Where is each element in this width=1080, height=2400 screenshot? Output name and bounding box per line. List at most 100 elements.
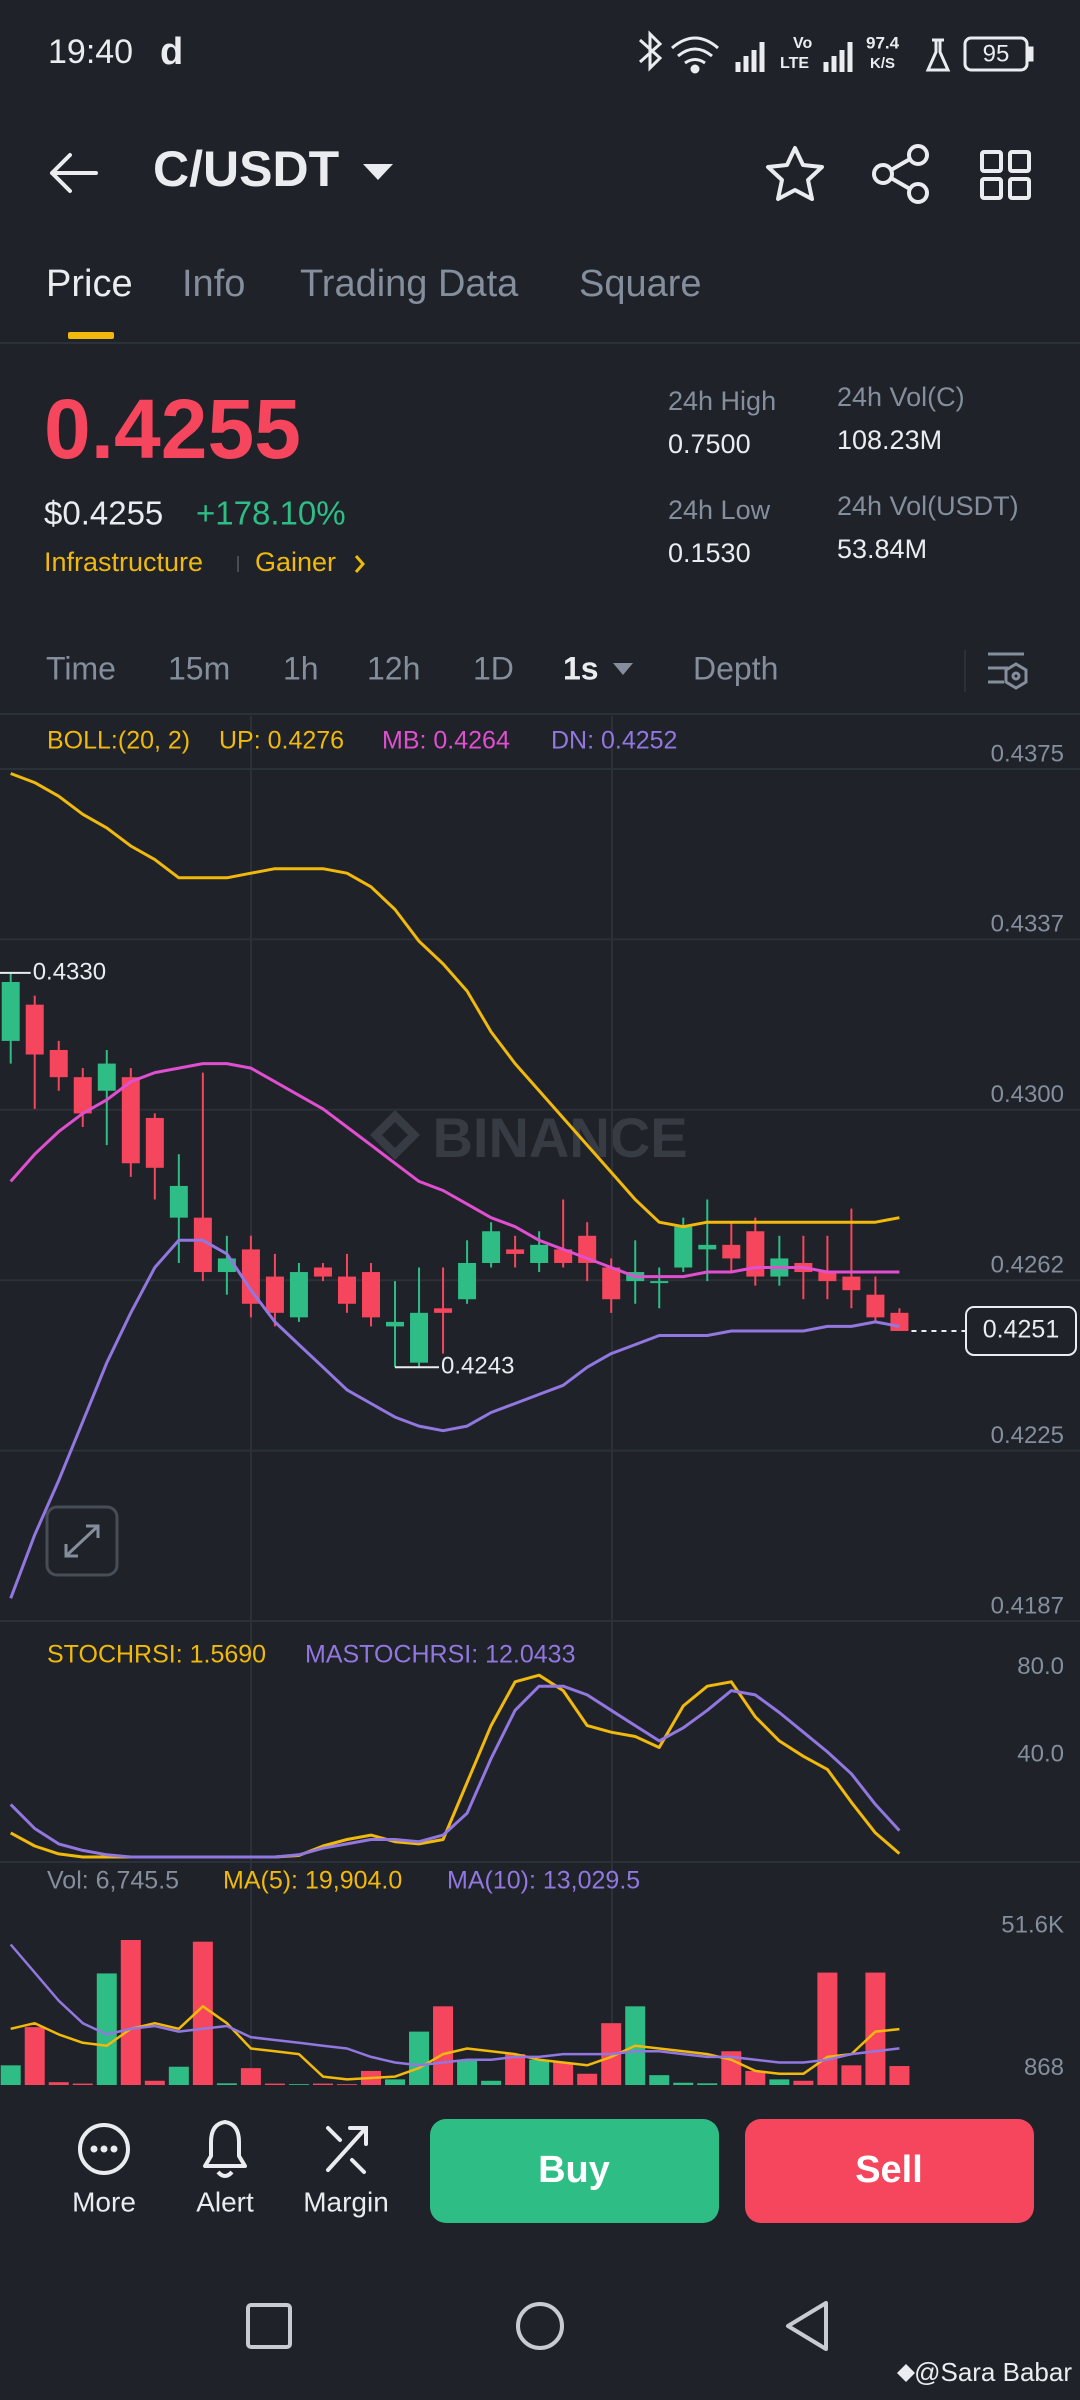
nav-recents[interactable] — [246, 2303, 292, 2349]
pair-dropdown-caret[interactable] — [363, 164, 393, 180]
candle-body — [554, 1249, 573, 1263]
volume-bar — [769, 2079, 790, 2085]
candle-body — [866, 1294, 885, 1318]
y-tick-label: 51.6K — [1001, 1911, 1064, 1938]
interval[interactable]: Time — [46, 650, 116, 686]
volume-bar — [120, 1940, 141, 2085]
credit: @Sara Babar — [914, 2357, 1072, 2387]
layout-button-part[interactable] — [980, 177, 1003, 200]
tab[interactable]: Info — [182, 263, 245, 305]
tab[interactable]: Trading Data — [300, 263, 519, 305]
candle-body — [313, 1267, 332, 1277]
favorite-button-part[interactable] — [766, 146, 824, 201]
margin-button[interactable]: Margin — [303, 2126, 389, 2217]
interval[interactable]: 12h — [367, 650, 420, 686]
nav-back[interactable] — [786, 2301, 828, 2351]
status-icons-part — [823, 42, 853, 72]
layout-button-part[interactable] — [980, 150, 1003, 173]
more-icon[interactable] — [110, 2145, 118, 2153]
interval[interactable]: Depth — [693, 650, 778, 686]
share-button-part[interactable] — [907, 144, 929, 166]
status-icons-part — [735, 42, 765, 72]
indicator-line — [10, 772, 900, 1229]
status-icons-part — [671, 36, 719, 65]
pair-selector[interactable]: C/USDT — [153, 141, 339, 197]
alert-button[interactable]: Alert — [196, 2120, 254, 2217]
layout-button-part[interactable] — [1008, 177, 1031, 200]
tag[interactable]: Gainer — [255, 547, 336, 577]
tag[interactable]: Infrastructure — [44, 547, 203, 577]
volume-bar — [865, 1972, 886, 2085]
action-label[interactable]: More — [72, 2186, 136, 2217]
share-button-part[interactable] — [872, 163, 894, 185]
volume-bar — [505, 2054, 526, 2085]
alert-icon[interactable] — [203, 2120, 247, 2178]
tab[interactable]: Price — [46, 263, 133, 305]
y-tick-label: 0.4375 — [991, 740, 1064, 767]
back-button[interactable] — [50, 153, 98, 193]
legend-entry: UP: 0.4276 — [219, 727, 344, 755]
legend-entry: MB: 0.4264 — [382, 727, 510, 755]
more-button[interactable]: More — [72, 2123, 136, 2217]
candle-body — [25, 1004, 44, 1055]
volume-bar — [288, 2084, 309, 2085]
chart-settings[interactable] — [988, 652, 1028, 690]
stat-label: 24h Low — [668, 495, 771, 525]
more-icon[interactable] — [90, 2145, 98, 2153]
volume-bar — [0, 2065, 21, 2085]
interval[interactable]: 1D — [473, 650, 514, 686]
favorite-button[interactable] — [766, 146, 824, 201]
layout-button[interactable] — [980, 150, 1031, 200]
sell-label[interactable]: Sell — [855, 2149, 923, 2191]
legend-entry: MA(10): 13,029.5 — [447, 1867, 640, 1895]
legend-entry: DN: 0.4252 — [551, 727, 677, 755]
buy-label[interactable]: Buy — [538, 2149, 610, 2191]
expand-button-part[interactable] — [45, 1505, 119, 1577]
status-time: 19:40 — [48, 33, 133, 71]
margin-icon[interactable] — [326, 2126, 368, 2174]
interval[interactable]: 15m — [168, 650, 230, 686]
expand-button[interactable] — [45, 1505, 119, 1577]
volume-bar — [336, 2084, 357, 2085]
volume-bar — [72, 2083, 93, 2085]
candle-body — [169, 1185, 188, 1218]
status-speed-unit: K/S — [870, 55, 895, 72]
candle-body — [1, 982, 20, 1041]
volume-bar — [24, 2027, 45, 2085]
volume-bar — [529, 2059, 550, 2085]
chart-settings-part[interactable] — [988, 652, 1024, 684]
chart-settings-part[interactable] — [1004, 662, 1028, 690]
more-icon[interactable] — [100, 2145, 108, 2153]
sell-button[interactable] — [745, 2119, 1034, 2223]
interval-caret[interactable] — [613, 663, 633, 675]
layout-button-part[interactable] — [1008, 150, 1031, 173]
nav-home[interactable] — [516, 2302, 564, 2350]
tag-chevron[interactable] — [354, 555, 365, 573]
share-button-part[interactable] — [907, 182, 929, 204]
stat-value: 0.1530 — [668, 538, 751, 568]
candle-body — [73, 1077, 92, 1114]
volume-bar — [841, 2065, 862, 2085]
more-icon[interactable] — [78, 2123, 130, 2175]
interval[interactable]: 1s — [563, 650, 599, 686]
interval[interactable]: 1h — [283, 650, 319, 686]
share-button-part[interactable] — [889, 157, 912, 191]
share-button[interactable] — [872, 144, 929, 204]
buy-button[interactable] — [430, 2119, 719, 2223]
action-label[interactable]: Margin — [303, 2186, 389, 2217]
volume-bar — [144, 2080, 165, 2085]
chart-settings-part[interactable] — [1011, 671, 1021, 681]
volume-bar — [192, 1941, 213, 2085]
volume-bar — [312, 2083, 333, 2085]
tab[interactable]: Square — [579, 263, 702, 305]
action-label[interactable]: Alert — [196, 2186, 254, 2217]
expand-button-part[interactable] — [64, 1524, 100, 1558]
y-tick-label: 0.4225 — [991, 1422, 1064, 1449]
volume-bar — [96, 1973, 117, 2085]
volume-bar — [481, 2080, 502, 2085]
back-button-part[interactable] — [50, 153, 98, 193]
stat-value: 53.84M — [837, 534, 927, 564]
indicator-line — [10, 2005, 900, 2081]
